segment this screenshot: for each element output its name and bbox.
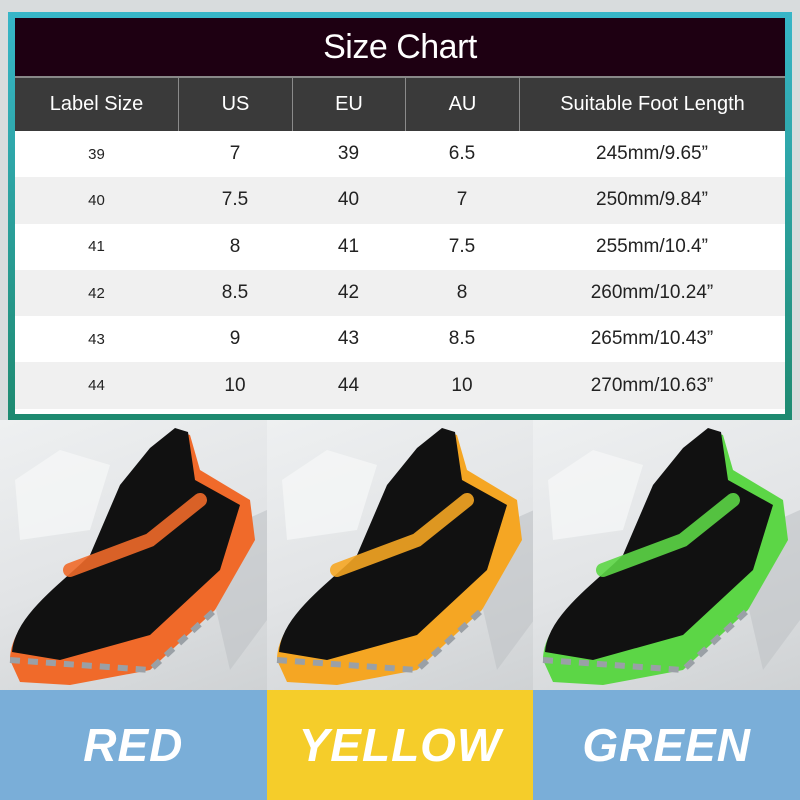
table-cell: 7 [456,189,468,211]
table-body: 39 7 39 6.5 245mm/9.65” 40 7.5 40 7 250mm/9.84” 41… [15,131,785,409]
size-chart-title: Size Chart [15,18,785,76]
table-cell: 44 [337,374,360,396]
table-row: 39 7 39 6.5 245mm/9.65” [15,131,785,177]
table-cell: 10 [451,374,473,396]
table-cell: 8.5 [448,328,476,350]
shoe-image-yellow[interactable] [266,420,534,690]
shoe-image-green[interactable] [533,420,800,690]
table-cell: 10 [224,374,246,396]
table-cell: 39 [88,145,105,163]
table-cell: 260mm/10.24” [590,282,714,304]
table-cell: 245mm/9.65” [596,143,708,165]
table-cell: 42 [337,282,360,304]
table-cell: 255mm/10.4” [596,235,708,257]
table-cell: 7.5 [448,235,476,257]
table-cell: 250mm/9.84” [596,189,708,211]
table-cell: 8 [229,235,241,257]
table-cell: 43 [88,330,105,348]
table-cell: 8.5 [221,282,249,304]
shoe-panels [0,420,800,690]
col-us: US [178,78,292,131]
shoe-image-red[interactable] [0,420,267,690]
color-label-red[interactable]: RED [0,690,267,800]
table-cell: 39 [337,143,360,165]
table-cell: 43 [337,328,360,350]
shoe-illustration [276,428,534,685]
table-cell: 41 [88,238,105,256]
table-cell: 7 [229,143,241,165]
table-row: 40 7.5 40 7 250mm/9.84” [15,177,785,224]
col-label-size: Label Size [49,93,144,115]
table-cell: 6.5 [448,143,476,165]
shoe-illustration [543,428,800,685]
color-label-green[interactable]: GREEN [533,690,800,800]
table-row: 44 10 44 10 270mm/10.63” [15,362,785,409]
table-cell: 265mm/10.43” [590,328,714,350]
col-foot-length: Suitable Foot Length [519,78,785,131]
table-cell: 42 [88,284,105,302]
table-cell: 9 [229,328,241,350]
table-cell: 44 [88,377,105,395]
table-row: 41 8 41 7.5 255mm/10.4” [15,224,785,270]
table-header: Label Size US EU AU Suitable Foot Length [15,76,785,131]
shoe-illustration [9,428,267,685]
col-eu: EU [292,78,405,131]
color-label-yellow[interactable]: YELLOW [266,690,534,800]
table-cell: 40 [88,191,105,209]
table-cell: 40 [337,189,360,211]
col-au: AU [405,78,519,131]
table-cell: 8 [456,282,468,304]
table-row: 43 9 43 8.5 265mm/10.43” [15,316,785,362]
table-row: 42 8.5 42 8 260mm/10.24” [15,269,785,317]
size-chart-frame: Size Chart Label Size US EU AU Suitable … [8,12,792,420]
table-cell: 41 [337,235,360,257]
table-cell: 270mm/10.63” [590,374,714,396]
color-labels: RED YELLOW GREEN [0,690,800,800]
table-cell: 7.5 [221,189,249,211]
